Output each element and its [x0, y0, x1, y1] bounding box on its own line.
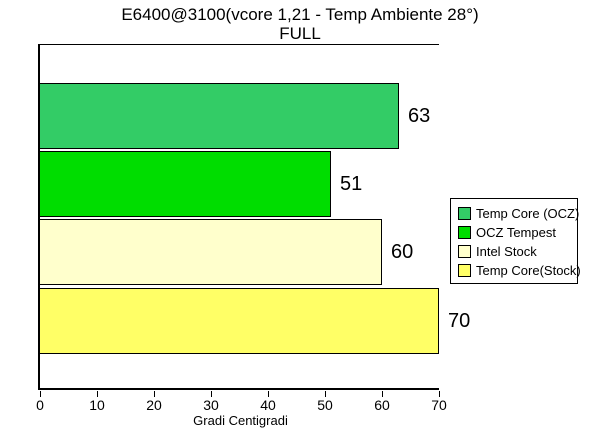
legend-label: Intel Stock — [476, 244, 537, 259]
bar-1 — [40, 83, 399, 149]
x-tick-label: 10 — [89, 397, 105, 413]
bar-value-label: 63 — [408, 105, 431, 127]
x-tick-label: 40 — [260, 397, 276, 413]
x-tick-label: 70 — [431, 397, 447, 413]
x-tick — [382, 391, 383, 397]
x-tick — [268, 391, 269, 397]
x-tick — [211, 391, 212, 397]
bar-2 — [40, 151, 331, 217]
plot-area: 63 51 60 70 0 10 20 30 40 50 60 70 Gradi Centigrad… — [36, 44, 470, 428]
x-tick-label: 0 — [36, 397, 44, 413]
legend-label: Temp Core(Stock) — [476, 263, 581, 278]
bar-3 — [40, 219, 382, 285]
x-tick-label: 60 — [374, 397, 390, 413]
bar-value-label: 51 — [340, 173, 363, 195]
legend-item: Intel Stock — [458, 242, 577, 261]
x-tick-label: 30 — [203, 397, 219, 413]
legend-swatch — [458, 245, 471, 258]
chart-title: E6400@3100(vcore 1,21 - Temp Ambiente 28… — [121, 5, 479, 24]
legend-swatch — [458, 226, 471, 239]
chart-subtitle: FULL — [279, 24, 321, 43]
legend-swatch — [458, 264, 471, 277]
bar-value-label: 60 — [391, 241, 414, 263]
x-tick — [325, 391, 326, 397]
legend: Temp Core (OCZ) OCZ Tempest Intel Stock Tem… — [450, 198, 581, 284]
legend-item: OCZ Tempest — [458, 223, 577, 242]
x-tick — [439, 391, 440, 397]
bar-value-label: 70 — [448, 310, 471, 332]
legend-item: Temp Core (OCZ) — [458, 204, 580, 223]
x-tick-label: 50 — [317, 397, 333, 413]
legend-label: OCZ Tempest — [476, 225, 556, 240]
bar-4 — [40, 288, 439, 354]
x-tick — [97, 391, 98, 397]
x-tick — [154, 391, 155, 397]
x-tick — [40, 391, 41, 397]
legend-label: Temp Core (OCZ) — [476, 206, 580, 221]
x-tick-label: 20 — [146, 397, 162, 413]
legend-swatch — [458, 207, 471, 220]
x-axis-title: Gradi Centigradi — [193, 413, 288, 428]
legend-item: Temp Core(Stock) — [458, 261, 581, 280]
